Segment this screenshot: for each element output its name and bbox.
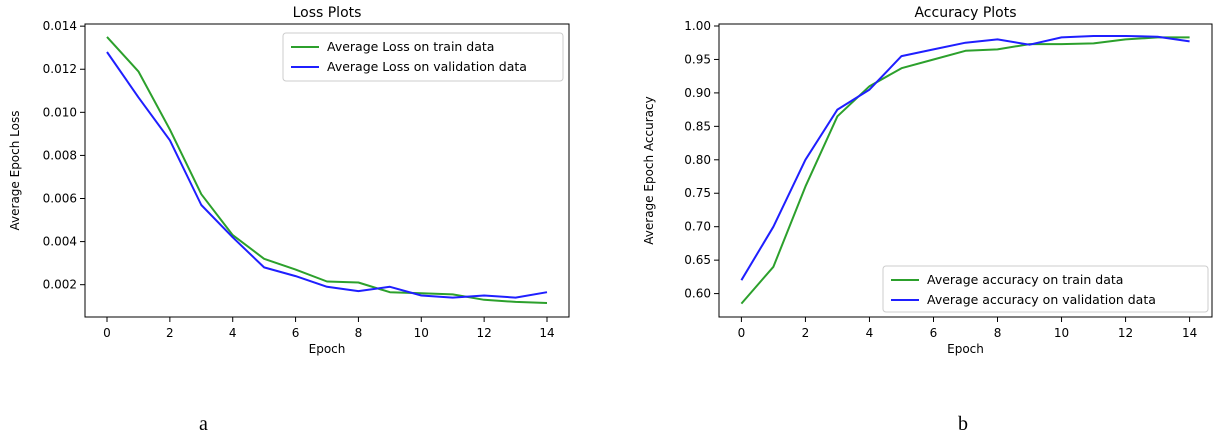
- loss-legend-box: [282, 32, 564, 82]
- loss-x-tick-label: 10: [414, 326, 429, 340]
- accuracy-x-tick-label: 4: [866, 326, 874, 340]
- accuracy-x-tick-label: 8: [994, 326, 1002, 340]
- loss-y-tick-label: 0.010: [43, 105, 77, 119]
- accuracy-x-tick-label: 0: [738, 326, 746, 340]
- accuracy-y-tick-label: 0.95: [684, 52, 711, 66]
- loss-chart: 0 2 4 6 8 10 12 14 0.002 0.004 0.006 0.008 0.010 0.01…: [8, 5, 570, 356]
- loss-y-axis-label: Average Epoch Loss: [8, 111, 22, 231]
- loss-x-axis-label: Epoch: [309, 342, 346, 356]
- accuracy-y-tick-label: 1.00: [684, 19, 711, 33]
- accuracy-legend: Average accuracy on train data Average ac…: [882, 265, 1209, 313]
- accuracy-y-tick-label: 0.80: [684, 153, 711, 167]
- loss-x-tick-label: 4: [229, 326, 237, 340]
- loss-legend: Average Loss on train data Average Loss o…: [282, 32, 564, 82]
- panel-caption-a: a: [199, 413, 208, 435]
- loss-legend-label-validation: Average Loss on validation data: [327, 59, 527, 74]
- loss-x-tick-label: 6: [292, 326, 300, 340]
- accuracy-y-axis-label: Average Epoch Accuracy: [642, 96, 656, 244]
- accuracy-x-tick-label: 14: [1182, 326, 1197, 340]
- loss-y-tick-label: 0.014: [43, 19, 77, 33]
- loss-axes-frame: [84, 23, 570, 318]
- loss-y-tick-label: 0.012: [43, 62, 77, 76]
- accuracy-y-tick-label: 0.90: [684, 86, 711, 100]
- accuracy-x-tick-label: 12: [1118, 326, 1133, 340]
- loss-x-tick-label: 2: [166, 326, 174, 340]
- loss-series-line-train: [106, 36, 548, 304]
- accuracy-x-axis-label: Epoch: [947, 342, 984, 356]
- accuracy-legend-label-train: Average accuracy on train data: [927, 272, 1123, 287]
- loss-x-tick-label: 14: [539, 326, 554, 340]
- accuracy-legend-label-validation: Average accuracy on validation data: [927, 292, 1156, 307]
- accuracy-x-tick-label: 10: [1054, 326, 1069, 340]
- accuracy-y-tick-label: 0.70: [684, 220, 711, 234]
- accuracy-y-tick-label: 0.65: [684, 253, 711, 267]
- accuracy-legend-box: [882, 265, 1209, 313]
- accuracy-x-tick-label: 6: [930, 326, 938, 340]
- loss-y-tick-label: 0.002: [43, 278, 77, 292]
- accuracy-series-line-validation: [740, 35, 1190, 281]
- loss-y-tick-label: 0.006: [43, 192, 77, 206]
- loss-y-tick-label: 0.008: [43, 148, 77, 162]
- accuracy-y-tick-label: 0.85: [684, 119, 711, 133]
- accuracy-chart: 0 2 4 6 8 10 12 14 0.60 0.65 0.70 0.75 0.80 0.85 0.90 0…: [642, 5, 1213, 356]
- loss-chart-title: Loss Plots: [293, 5, 362, 21]
- loss-y-tick-label: 0.004: [43, 235, 77, 249]
- loss-x-tick-label: 8: [355, 326, 363, 340]
- accuracy-y-tick-label: 0.60: [684, 287, 711, 301]
- accuracy-x-tick-label: 2: [802, 326, 810, 340]
- loss-x-tick-label: 0: [103, 326, 111, 340]
- accuracy-series-line-train: [740, 36, 1190, 305]
- loss-series-line-validation: [106, 51, 548, 299]
- panel-caption-b: b: [958, 413, 968, 435]
- accuracy-axes-frame: [718, 23, 1213, 318]
- loss-legend-label-train: Average Loss on train data: [327, 39, 494, 54]
- accuracy-y-tick-label: 0.75: [684, 186, 711, 200]
- loss-x-tick-label: 12: [477, 326, 492, 340]
- accuracy-chart-title: Accuracy Plots: [914, 5, 1016, 21]
